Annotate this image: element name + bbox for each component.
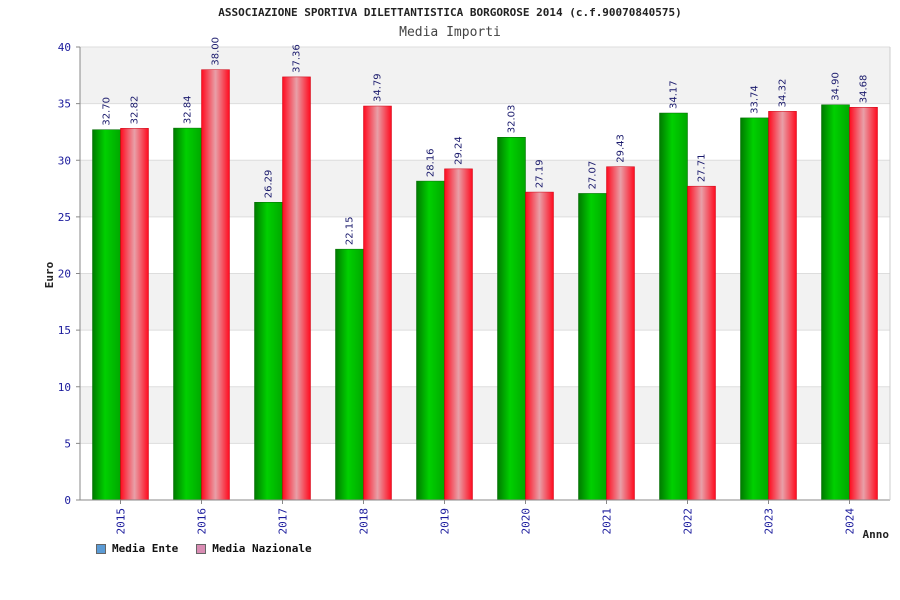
legend-swatch-nazionale xyxy=(196,543,207,554)
data-label: 27.71 xyxy=(697,154,708,183)
data-label: 38.00 xyxy=(211,37,222,66)
legend-swatch-ente xyxy=(96,543,106,554)
x-tick-label: 2018 xyxy=(358,508,371,535)
bar-ente xyxy=(740,117,769,501)
bar-nazionale xyxy=(201,69,230,501)
chart-title: ASSOCIAZIONE SPORTIVA DILETTANTISTICA BO… xyxy=(218,6,682,19)
data-label: 32.70 xyxy=(102,97,113,126)
data-label: 34.79 xyxy=(373,73,384,102)
x-tick-label: 2024 xyxy=(844,508,857,535)
x-tick-label: 2020 xyxy=(520,508,533,535)
bar-nazionale xyxy=(687,185,716,501)
bar-nazionale xyxy=(768,111,797,501)
legend-label-ente: Media Ente xyxy=(112,542,179,555)
data-label: 32.03 xyxy=(507,105,518,134)
bar-nazionale xyxy=(606,166,635,501)
data-label: 27.07 xyxy=(588,161,599,190)
bar-ente xyxy=(821,104,850,501)
x-tick-label: 2022 xyxy=(682,508,695,535)
bar-ente xyxy=(254,202,283,501)
bar-nazionale xyxy=(525,191,554,501)
data-label: 34.90 xyxy=(831,72,842,101)
legend-item-ente: Media Ente xyxy=(96,542,178,555)
y-tick-label: 5 xyxy=(64,437,71,450)
data-label: 33.74 xyxy=(750,85,761,114)
bar-nazionale xyxy=(849,106,878,501)
y-tick-label: 25 xyxy=(58,211,71,224)
data-label: 29.43 xyxy=(616,134,627,163)
data-label: 37.36 xyxy=(292,44,303,73)
data-label: 34.32 xyxy=(778,79,789,108)
bar-ente xyxy=(659,112,688,501)
bar-ente xyxy=(335,248,364,501)
x-tick-label: 2023 xyxy=(763,508,776,535)
y-tick-label: 10 xyxy=(58,381,71,394)
data-label: 29.24 xyxy=(454,136,465,165)
y-axis-title: Euro xyxy=(43,261,56,288)
y-tick-label: 20 xyxy=(58,268,71,281)
y-tick-label: 40 xyxy=(58,41,71,54)
bar-ente xyxy=(416,180,445,501)
x-tick-label: 2019 xyxy=(439,508,452,535)
bar-nazionale xyxy=(363,105,392,501)
legend-label-nazionale: Media Nazionale xyxy=(212,542,312,555)
x-tick-label: 2021 xyxy=(601,508,614,535)
y-tick-label: 15 xyxy=(58,324,71,337)
legend: Media Ente Media Nazionale xyxy=(96,542,312,555)
chart-subtitle: Media Importi xyxy=(399,25,501,40)
legend-item-nazionale: Media Nazionale xyxy=(196,542,312,555)
bar-ente xyxy=(92,129,121,501)
data-label: 26.29 xyxy=(264,170,275,199)
x-axis-title: Anno xyxy=(863,528,890,541)
bar-ente xyxy=(578,193,607,501)
bar-ente xyxy=(497,137,526,501)
data-label: 34.17 xyxy=(669,80,680,109)
data-label: 32.82 xyxy=(130,96,141,125)
bar-nazionale xyxy=(444,168,473,501)
bar-nazionale xyxy=(282,76,311,501)
y-tick-label: 35 xyxy=(58,98,71,111)
x-tick-label: 2016 xyxy=(196,508,209,535)
y-tick-label: 30 xyxy=(58,154,71,167)
x-tick-label: 2017 xyxy=(277,508,290,535)
data-label: 34.68 xyxy=(859,75,870,104)
y-tick-label: 0 xyxy=(64,494,71,507)
data-label: 27.19 xyxy=(535,159,546,188)
x-tick-label: 2015 xyxy=(115,508,128,535)
data-label: 22.15 xyxy=(345,217,356,246)
data-label: 28.16 xyxy=(426,148,437,177)
bar-nazionale xyxy=(120,128,149,501)
data-label: 32.84 xyxy=(183,95,194,124)
bar-ente xyxy=(173,127,202,501)
